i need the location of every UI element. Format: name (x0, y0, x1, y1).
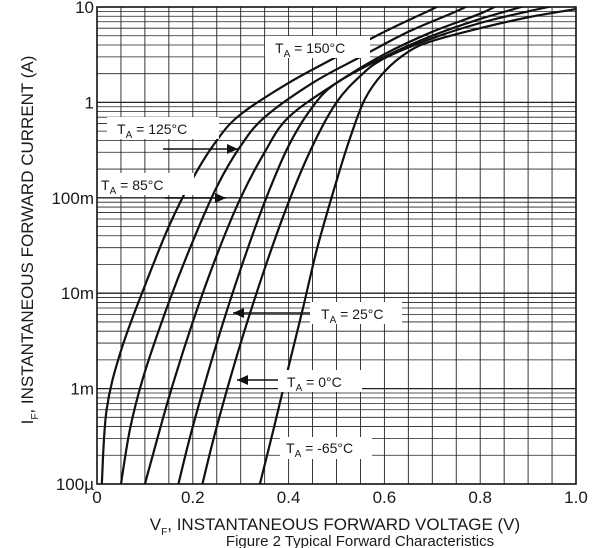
y-tick-label: 10 (75, 0, 94, 17)
x-tick-label: 0.4 (277, 488, 301, 507)
grid-lines (97, 7, 576, 484)
series-label: TA = 125°C (117, 121, 187, 141)
series-curve (258, 8, 576, 484)
series-curves (100, 7, 576, 484)
y-tick-label: 1 (85, 93, 94, 112)
callout-arrow (215, 193, 226, 203)
series-label-background (280, 437, 372, 459)
y-tick-label: 100m (51, 189, 94, 208)
y-tick-label: 10m (61, 284, 94, 303)
series-label-background (265, 36, 370, 58)
tick-labels: 0 0.2 0.4 0.6 0.8 1.0 100µ 1m 10m 100m 1 10 (51, 0, 587, 507)
series-label: TA = 0°C (287, 374, 342, 394)
series-curve (201, 7, 554, 484)
plot-frame (96, 6, 577, 485)
series-label-background (95, 173, 194, 195)
y-axis-title: IF, INSTANTANEOUS FORWARD CURRENT (A) (18, 56, 41, 425)
series-label-background (278, 370, 362, 392)
callout-arrow (233, 308, 244, 318)
x-tick-label: 1.0 (564, 488, 588, 507)
series-label: TA = 85°C (101, 177, 163, 197)
x-axis-title: VF, INSTANTANEOUS FORWARD VOLTAGE (V) (150, 515, 520, 538)
callout-arrow (227, 144, 238, 154)
series-curve (119, 7, 469, 484)
series-label-background (107, 117, 219, 139)
callout-arrow (237, 375, 248, 385)
series-labels: TA = 150°C TA = 125°C TA = 85°C TA = 25°C TA… (95, 36, 402, 460)
series-curve (177, 7, 526, 484)
y-tick-label: 1m (70, 380, 94, 399)
series-label-background (310, 302, 402, 324)
x-tick-label: 0 (92, 488, 101, 507)
x-tick-label: 0.8 (468, 488, 492, 507)
figure-caption: Figure 2 Typical Forward Characteristics (226, 533, 494, 548)
x-tick-label: 0.6 (373, 488, 397, 507)
series-curve (100, 7, 440, 484)
series-label: TA = 25°C (321, 306, 383, 326)
x-tick-label: 0.2 (181, 488, 205, 507)
series-curve (143, 7, 497, 484)
series-label: TA = -65°C (286, 440, 353, 460)
y-tick-label: 100µ (56, 475, 94, 494)
series-label: TA = 150°C (275, 40, 345, 60)
